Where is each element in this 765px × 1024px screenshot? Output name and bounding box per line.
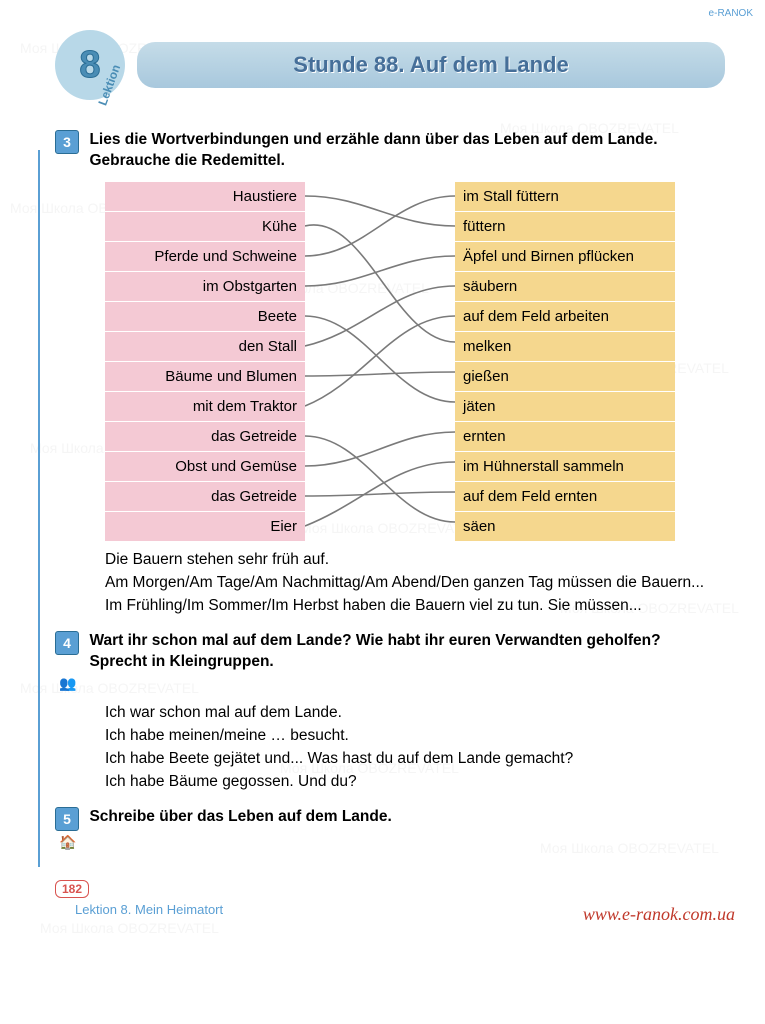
match-right-item: jäten — [455, 392, 675, 422]
lektion-number: 8 — [79, 44, 100, 87]
text-line: Ich war schon mal auf dem Lande. — [105, 703, 725, 724]
match-left-item: Bäume und Blumen — [105, 362, 305, 392]
match-left-item: Haustiere — [105, 182, 305, 212]
task-4: 4 Wart ihr schon mal auf dem Lande? Wie … — [55, 631, 725, 694]
match-left-item: mit dem Traktor — [105, 392, 305, 422]
match-left-item: das Getreide — [105, 422, 305, 452]
text-line: Die Bauern stehen sehr früh auf. — [105, 550, 725, 571]
match-right-item: auf dem Feld ernten — [455, 482, 675, 512]
page-header: 8 Lektion Stunde 88. Auf dem Lande — [55, 30, 725, 100]
match-left-item: Beete — [105, 302, 305, 332]
match-lines — [305, 182, 455, 542]
match-right-item: melken — [455, 332, 675, 362]
task-number-badge: 3 — [55, 130, 79, 154]
match-lines-svg — [305, 182, 455, 542]
task-instruction: Schreibe über das Leben auf dem Lande. — [89, 807, 719, 828]
match-left-column: Haustiere Kühe Pferde und Schweine im Ob… — [105, 182, 305, 542]
writing-icon: 🏠 — [59, 834, 77, 852]
match-right-item: säubern — [455, 272, 675, 302]
match-left-item: Obst und Gemüse — [105, 452, 305, 482]
match-left-item: Kühe — [105, 212, 305, 242]
matching-exercise: Haustiere Kühe Pferde und Schweine im Ob… — [105, 182, 725, 542]
speaking-icon: 👥 — [59, 675, 77, 693]
match-right-item: im Hühnerstall sammeln — [455, 452, 675, 482]
task-4-prompts: Ich war schon mal auf dem Lande. Ich hab… — [105, 703, 725, 793]
page-title: Stunde 88. Auf dem Lande — [137, 42, 725, 88]
match-left-item: im Obstgarten — [105, 272, 305, 302]
lektion-badge: 8 Lektion — [55, 30, 125, 100]
match-right-item: füttern — [455, 212, 675, 242]
match-right-item: säen — [455, 512, 675, 542]
task-instruction: Lies die Wortverbindungen und erzähle da… — [89, 130, 719, 172]
task-3: 3 Lies die Wortverbindungen und erzähle … — [55, 130, 725, 172]
task-number-badge: 4 — [55, 631, 79, 655]
text-line: Am Morgen/Am Tage/Am Nachmittag/Am Abend… — [105, 573, 725, 594]
publisher-url: www.e-ranok.com.ua — [583, 904, 735, 925]
match-right-item: ernten — [455, 422, 675, 452]
page-number: 182 — [55, 880, 89, 898]
match-left-item: Pferde und Schweine — [105, 242, 305, 272]
match-left-item: das Getreide — [105, 482, 305, 512]
text-line: Ich habe Bäume gegossen. Und du? — [105, 772, 725, 793]
match-left-item: den Stall — [105, 332, 305, 362]
match-right-item: im Stall füttern — [455, 182, 675, 212]
task-number-badge: 5 — [55, 807, 79, 831]
match-right-item: auf dem Feld arbeiten — [455, 302, 675, 332]
side-rule — [38, 150, 40, 867]
task-instruction: Wart ihr schon mal auf dem Lande? Wie ha… — [89, 631, 719, 673]
match-left-item: Eier — [105, 512, 305, 542]
text-line: Ich habe meinen/meine … besucht. — [105, 726, 725, 747]
match-right-column: im Stall füttern füttern Äpfel und Birne… — [455, 182, 675, 542]
match-right-item: Äpfel und Birnen pflücken — [455, 242, 675, 272]
text-line: Ich habe Beete gejätet und... Was hast d… — [105, 749, 725, 770]
task-5: 5 Schreibe über das Leben auf dem Lande.… — [55, 807, 725, 852]
match-right-item: gießen — [455, 362, 675, 392]
task-3-redemittel: Die Bauern stehen sehr früh auf. Am Morg… — [105, 550, 725, 617]
text-line: Im Frühling/Im Sommer/Im Herbst haben di… — [105, 596, 725, 617]
